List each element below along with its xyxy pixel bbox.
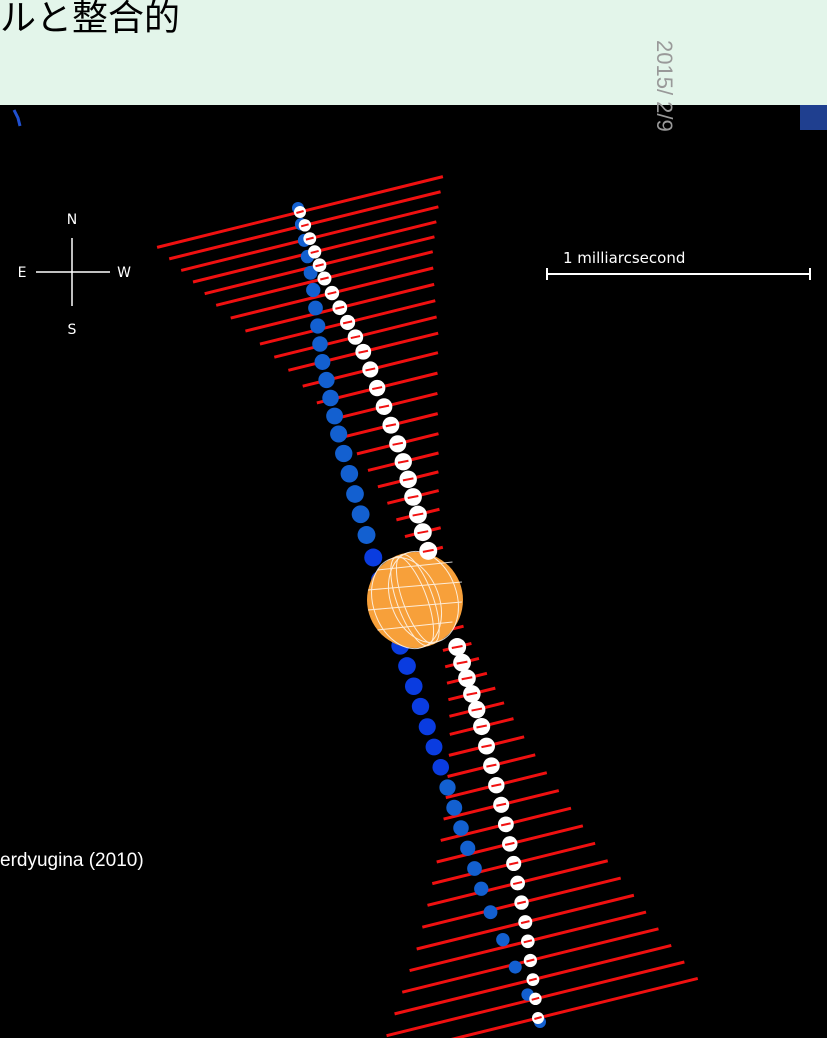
blue-spot [335, 444, 353, 463]
blue-spot [404, 677, 423, 696]
slide-title: ルと整合的 [0, 0, 180, 39]
blue-spot [508, 960, 522, 974]
date: 2015/ 2/9 [652, 40, 677, 132]
orbit [156, 175, 699, 1038]
spot-mark [372, 386, 383, 391]
spot-mark [422, 548, 434, 553]
spot-mark [466, 691, 478, 696]
spot-mark [504, 841, 515, 846]
blue-spot [330, 425, 348, 443]
star-parallel [368, 601, 462, 611]
blue-spot [446, 799, 463, 816]
blue-spot [306, 282, 321, 298]
spot-mark [528, 977, 538, 982]
spot-mark [417, 530, 429, 535]
blue-spot [411, 697, 430, 716]
blue-spot [453, 820, 469, 836]
title-band [0, 0, 827, 105]
spot-mark [534, 1016, 542, 1020]
blue-spot [308, 300, 323, 316]
spot-mark [491, 783, 502, 788]
compass-s: S [68, 322, 77, 338]
compass-e: E [18, 265, 27, 281]
blue-spot [474, 881, 489, 896]
blue-spot [314, 354, 331, 370]
star-parallel [377, 621, 453, 631]
blue-spot [425, 738, 443, 756]
spot-mark [402, 477, 414, 482]
spot-mark [327, 291, 337, 296]
star-parallel [377, 561, 453, 571]
spot-mark [350, 335, 361, 340]
scale-label: 1 milliarcsecond [563, 249, 685, 267]
star-grid [368, 550, 462, 650]
blue-tick [12, 109, 22, 127]
star-meridian [390, 556, 435, 646]
corner-block [800, 105, 827, 130]
blue-spot [303, 265, 318, 280]
spot-mark [335, 305, 345, 310]
blue-spot [340, 464, 359, 483]
spot-mark [320, 276, 329, 281]
spot-mark [358, 349, 369, 354]
spot-mark [500, 822, 511, 827]
blue-spot [418, 718, 436, 736]
spot-mark [315, 263, 324, 268]
blue-spot [496, 932, 510, 947]
scale-bar [546, 268, 811, 280]
spot-mark [342, 320, 353, 325]
star-meridian [395, 554, 440, 644]
spot-mark [456, 660, 468, 665]
spot-mark [385, 423, 397, 428]
spot-mark [451, 644, 463, 649]
blue-spot [357, 526, 376, 544]
spot-mark [461, 676, 473, 681]
spot-mark [365, 367, 376, 372]
blue-spot [398, 657, 416, 675]
blue-spot [460, 840, 476, 856]
spot-mark [305, 236, 314, 241]
credit: erdyugina (2010) [0, 850, 144, 871]
star-meridian [388, 550, 459, 644]
blue-spot [351, 505, 370, 524]
spot-mark [523, 939, 533, 944]
compass-n: N [67, 212, 77, 228]
spot-mark [516, 900, 527, 905]
spot-mark [486, 763, 497, 768]
blue-spot [322, 389, 339, 407]
spot-mark [310, 249, 319, 254]
spot-mark [531, 996, 540, 1001]
spot-mark [476, 724, 487, 729]
spot-mark [481, 744, 492, 749]
spot-mark [512, 881, 523, 886]
blue-spot [467, 861, 482, 876]
compass-w: W [117, 265, 131, 281]
spot-mark [300, 223, 309, 228]
spot-mark [296, 210, 304, 214]
blue-spot [318, 371, 335, 389]
spot-mark [412, 512, 424, 517]
spot-mark [526, 958, 535, 963]
spot-mark [397, 459, 409, 464]
blue-spot [483, 905, 498, 920]
spot-mark [471, 707, 483, 712]
spot-mark [508, 861, 519, 866]
spot-mark [392, 441, 404, 446]
spot-mark [407, 494, 419, 499]
star-meridian [371, 556, 442, 650]
spot-mark [496, 802, 507, 807]
blue-spot [439, 779, 456, 796]
blue-spot [326, 407, 344, 425]
blue-spot [312, 336, 328, 352]
blue-spot [346, 485, 364, 503]
compass [36, 238, 110, 306]
blue-spot [310, 318, 326, 334]
blue-spot [432, 758, 450, 776]
blue-spot [364, 548, 383, 567]
spot-mark [378, 404, 390, 409]
spot-mark [520, 920, 530, 925]
star-parallel [368, 581, 462, 591]
